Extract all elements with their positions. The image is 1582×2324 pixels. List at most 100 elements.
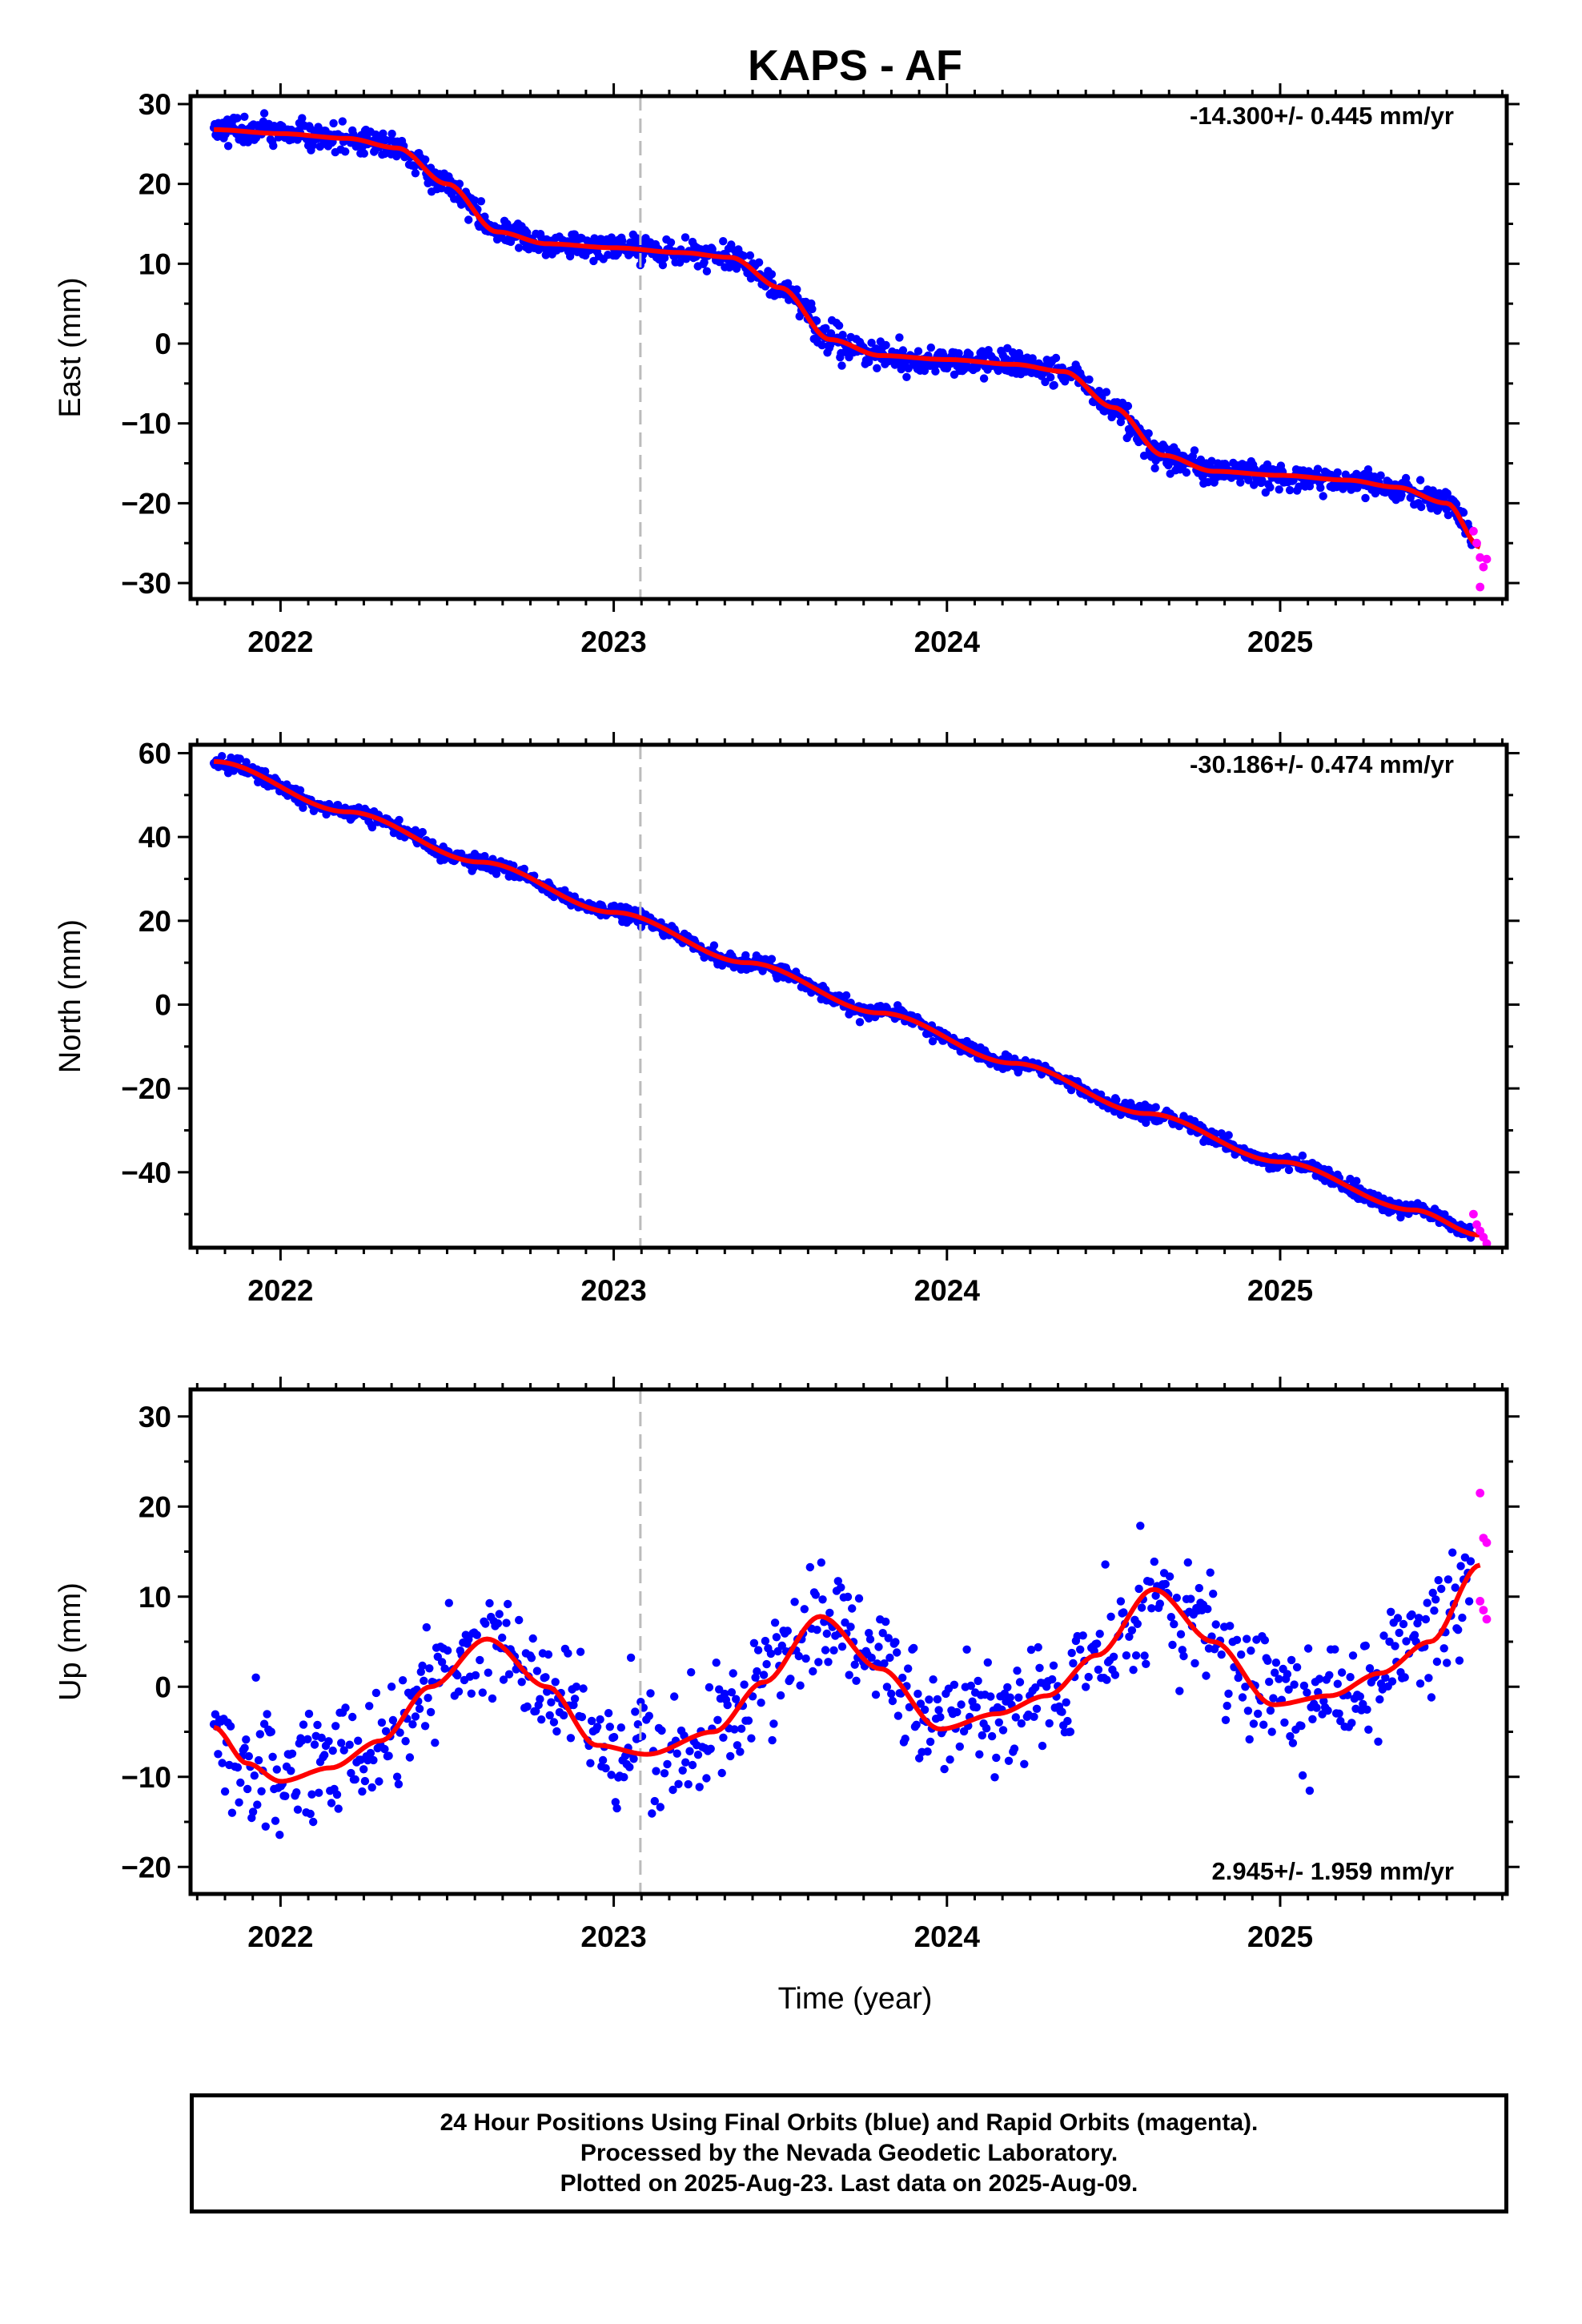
y-tick-label: −10 (121, 1761, 171, 1794)
final-orbit-point (1094, 387, 1104, 396)
final-orbit-point (309, 1817, 318, 1827)
final-orbit-point (1058, 1707, 1066, 1716)
final-orbit-point (1464, 1597, 1474, 1606)
final-orbit-point (1031, 1683, 1040, 1692)
final-orbit-point (1223, 1701, 1231, 1711)
final-orbit-point (845, 1671, 853, 1679)
final-orbit-point (392, 1772, 402, 1781)
final-orbit-point (829, 1646, 838, 1655)
rapid-orbit-point (1476, 1597, 1485, 1606)
final-orbit-point (467, 1689, 476, 1698)
final-orbit-point (1122, 1651, 1131, 1660)
final-orbit-point (813, 1626, 821, 1634)
final-orbit-point (974, 1676, 982, 1686)
final-orbit-point (1151, 1103, 1160, 1112)
final-orbit-point (1150, 464, 1159, 472)
y-tick-label: 0 (155, 328, 171, 360)
final-orbit-points-up (209, 1522, 1476, 1839)
final-orbit-point (867, 1653, 876, 1663)
final-orbit-point (1423, 1598, 1431, 1607)
final-orbit-point (360, 1776, 370, 1786)
final-orbit-point (440, 1664, 449, 1673)
final-orbit-point (874, 1642, 883, 1651)
x-tick-label: 2022 (247, 625, 313, 658)
final-orbit-point (824, 1658, 833, 1667)
final-orbit-point (422, 1622, 431, 1632)
final-orbit-point (753, 1646, 763, 1655)
x-tick-label: 2024 (914, 1920, 981, 1953)
final-orbit-point (1202, 1671, 1211, 1680)
final-orbit-point (783, 1626, 792, 1635)
final-orbit-point (1183, 1558, 1193, 1567)
final-orbit-point (933, 1695, 942, 1704)
final-orbit-point (657, 1726, 666, 1735)
final-orbit-point (1385, 1637, 1394, 1647)
final-orbit-point (453, 1671, 462, 1680)
final-orbit-point (559, 1711, 568, 1720)
final-orbit-point (1376, 471, 1385, 480)
final-orbit-point (881, 340, 890, 350)
final-orbit-point (1370, 472, 1379, 481)
final-orbit-point (817, 340, 826, 350)
final-orbit-point (418, 827, 427, 837)
final-orbit-point (744, 1716, 753, 1725)
final-orbit-point (1151, 1591, 1160, 1600)
final-orbit-point (882, 1683, 892, 1691)
final-orbit-point (337, 1739, 346, 1747)
y-tick-label: 30 (139, 1401, 171, 1433)
final-orbit-point (1102, 1675, 1111, 1684)
final-orbit-point (644, 1711, 653, 1720)
footer-line-2: Processed by the Nevada Geodetic Laborat… (580, 2140, 1118, 2166)
final-orbit-point (1407, 1610, 1416, 1619)
final-orbit-point (681, 233, 690, 242)
final-orbit-point (1381, 1673, 1390, 1683)
final-orbit-point (768, 1735, 777, 1745)
final-orbit-point (1155, 1599, 1165, 1608)
final-orbit-point (1456, 1562, 1465, 1570)
final-orbit-point (719, 237, 728, 246)
final-orbit-points-east (209, 109, 1476, 549)
final-orbit-point (347, 1768, 355, 1778)
final-orbit-point (396, 1728, 404, 1737)
final-orbit-point (1131, 1651, 1141, 1660)
final-orbit-point (1066, 1727, 1075, 1736)
final-orbit-point (1430, 1606, 1439, 1615)
final-orbit-point (987, 1731, 997, 1741)
final-orbit-point (1284, 1685, 1293, 1694)
final-orbit-point (328, 1746, 337, 1755)
final-orbit-point (928, 1037, 938, 1046)
rapid-orbit-point (1476, 1489, 1485, 1498)
final-orbit-point (1417, 502, 1426, 512)
final-orbit-point (240, 1743, 249, 1752)
final-orbit-point (821, 1646, 830, 1655)
final-orbit-point (838, 331, 847, 340)
final-orbit-point (388, 1715, 398, 1725)
final-orbit-point (631, 1707, 640, 1716)
final-orbit-point (485, 1598, 494, 1608)
final-orbit-point (1093, 1639, 1102, 1648)
final-orbit-point (1448, 1548, 1457, 1557)
final-orbit-point (587, 1716, 596, 1726)
final-orbit-point (1035, 1663, 1044, 1672)
final-orbit-point (1387, 1607, 1395, 1617)
final-orbit-point (341, 147, 350, 156)
final-orbit-point (1236, 478, 1245, 487)
final-orbit-point (425, 1664, 434, 1673)
final-orbit-point (317, 1733, 326, 1743)
final-orbit-point (1397, 490, 1406, 500)
final-orbit-point (986, 1692, 995, 1701)
final-orbit-point (601, 1763, 610, 1773)
final-orbit-point (520, 864, 528, 874)
final-orbit-point (1271, 1668, 1279, 1677)
final-orbit-point (366, 1748, 375, 1758)
final-orbit-point (904, 1664, 913, 1673)
final-orbit-point (626, 1653, 636, 1663)
final-orbit-point (607, 1771, 616, 1779)
final-orbit-point (324, 1737, 333, 1746)
final-orbit-point (218, 752, 227, 761)
final-orbit-point (398, 1676, 408, 1685)
final-orbit-point (375, 1777, 383, 1786)
final-orbit-point (1004, 1756, 1014, 1765)
final-orbit-point (1395, 1628, 1403, 1638)
final-orbit-point (729, 1669, 737, 1678)
